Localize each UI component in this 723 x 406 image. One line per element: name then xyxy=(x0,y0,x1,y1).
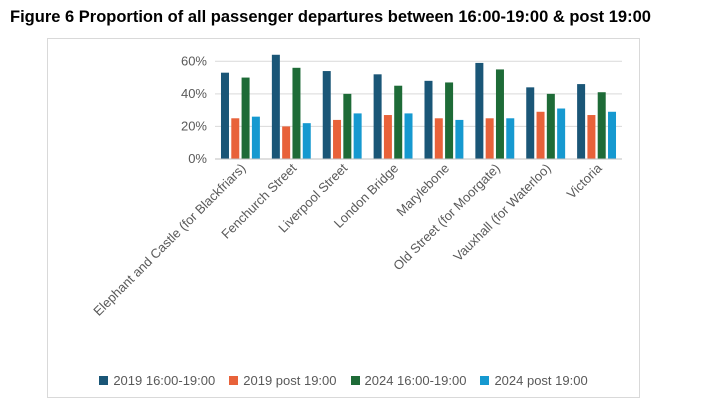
bar xyxy=(333,119,342,159)
bar xyxy=(445,82,454,159)
chart-area xyxy=(47,38,640,398)
bar xyxy=(557,108,566,159)
legend-label: 2019 post 19:00 xyxy=(243,372,337,388)
bar xyxy=(322,71,331,159)
legend-entry: 2019 post 19:00 xyxy=(229,371,337,389)
legend-swatch xyxy=(480,375,490,385)
bar xyxy=(526,87,535,159)
bar xyxy=(597,92,606,159)
bar xyxy=(424,80,433,159)
chart-legend: 2019 16:00-19:00 2019 post 19:00 2024 16:0… xyxy=(47,371,640,389)
bar xyxy=(475,62,484,159)
bar xyxy=(292,67,301,159)
bar xyxy=(536,111,545,159)
legend-label: 2024 post 19:00 xyxy=(494,372,588,388)
bar xyxy=(373,74,382,159)
legend-label: 2024 16:00-19:00 xyxy=(364,372,467,388)
bar xyxy=(220,72,229,159)
bar xyxy=(506,118,515,159)
y-tick-label: 20% xyxy=(181,118,207,133)
bar xyxy=(271,54,280,160)
bar xyxy=(455,119,464,159)
legend-entry: 2019 16:00-19:00 xyxy=(99,371,215,389)
bar xyxy=(495,69,504,159)
legend-swatch xyxy=(350,375,360,385)
y-tick-label: 0% xyxy=(188,151,207,166)
bar xyxy=(434,118,443,159)
x-category-label: Elephant and Castle (for Blackfriars) xyxy=(90,161,248,319)
bar xyxy=(587,115,596,159)
legend-entry: 2024 16:00-19:00 xyxy=(350,371,467,389)
legend-swatch xyxy=(229,375,239,385)
bar xyxy=(353,113,362,159)
bar xyxy=(383,115,392,159)
bar xyxy=(343,93,352,159)
y-tick-label: 40% xyxy=(181,86,207,101)
y-tick-label: 60% xyxy=(181,53,207,68)
bar xyxy=(485,118,494,159)
bar xyxy=(241,77,250,159)
bar xyxy=(231,118,240,159)
legend-label: 2019 16:00-19:00 xyxy=(113,372,216,388)
x-category-label: Vauxhall (for Waterloo) xyxy=(450,161,554,265)
bar xyxy=(546,93,555,159)
legend-swatch xyxy=(99,375,109,385)
bar xyxy=(282,126,291,159)
bar xyxy=(608,111,617,159)
bar xyxy=(404,113,413,159)
bar xyxy=(302,123,311,159)
legend-entry: 2024 post 19:00 xyxy=(480,371,588,389)
bar xyxy=(394,85,403,159)
figure-title: Figure 6 Proportion of all passenger dep… xyxy=(10,8,651,26)
bar xyxy=(251,116,260,159)
bar xyxy=(577,84,586,159)
x-category-label: Victoria xyxy=(564,160,606,202)
